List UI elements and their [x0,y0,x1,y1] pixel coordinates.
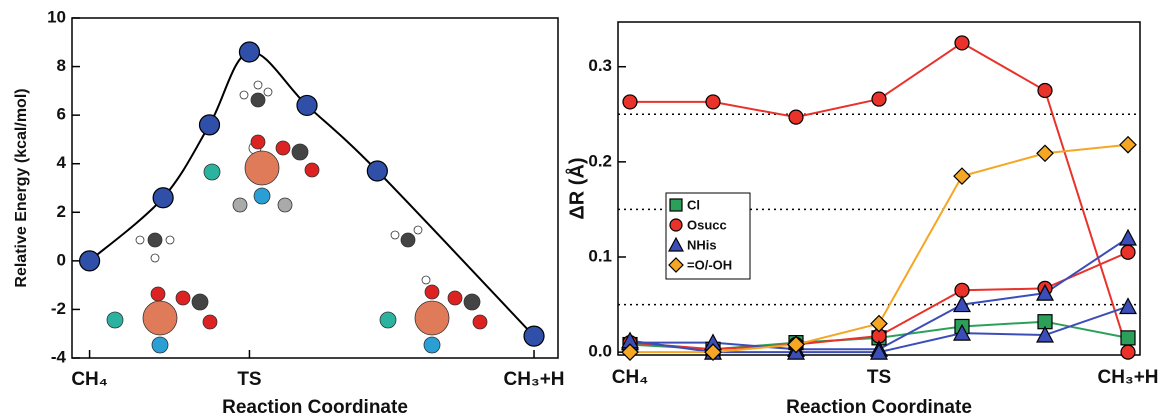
y-tick-label: 8 [57,56,66,75]
x-tick-label: TS [237,369,261,390]
marker [1037,82,1053,99]
marker [668,257,684,273]
marker [1036,144,1054,163]
marker [953,295,971,313]
marker [621,343,639,361]
marker [788,109,804,125]
legend-label: Cl [687,197,700,212]
marker [1036,325,1054,343]
marker [238,41,261,63]
y-tick-label: 0.2 [588,151,612,170]
y-tick-label: 0.0 [588,342,612,361]
y-tick-label: 0.1 [588,246,612,265]
marker [1119,228,1137,246]
marker [1119,135,1137,154]
y-tick-label: 0.3 [588,56,612,75]
y-tick-label: 0 [57,250,66,269]
legend-label: NHis [687,237,717,252]
marker [1119,297,1137,315]
marker [871,91,887,107]
marker [667,236,685,252]
marker [198,114,221,136]
y-axis-label: Relative Energy (kcal/mol) [13,88,30,287]
plot-frame [71,17,559,359]
y-axis-label: ΔR (Å) [564,157,588,219]
legend-label: Osucc [687,217,727,232]
x-tick-label: CH₃+H [1097,367,1158,388]
marker [953,167,971,185]
y-tick-label: -4 [51,347,67,366]
y-tick-label: -2 [51,299,66,318]
marker [78,250,101,272]
marker [669,218,683,232]
marker [704,343,722,361]
marker [1036,283,1054,301]
marker [705,94,721,110]
x-tick-label: CH₃+H [503,369,564,390]
x-tick-label: CH₄ [71,369,108,390]
y-tick-label: 2 [57,202,66,221]
marker [1120,244,1136,260]
marker [1120,330,1136,346]
marker [954,35,970,51]
marker [622,94,638,110]
x-axis-label: Reaction Coordinate [786,397,972,418]
y-tick-label: 4 [57,153,67,172]
marker [669,198,683,212]
marker [523,325,545,347]
x-axis-label: Reaction Coordinate [222,397,408,418]
molecule-decoration [106,80,488,354]
x-tick-label: TS [867,367,891,388]
marker [296,94,318,117]
marker [787,335,805,354]
marker [953,323,971,341]
marker [1120,344,1136,360]
marker [366,160,388,182]
marker [870,342,888,360]
marker [954,282,970,298]
marker [152,187,174,209]
x-tick-label: CH₄ [612,367,649,388]
marker [870,314,888,333]
y-tick-label: 6 [57,105,66,124]
legend-label: =O/-OH [687,257,732,272]
y-tick-label: 10 [47,7,66,26]
